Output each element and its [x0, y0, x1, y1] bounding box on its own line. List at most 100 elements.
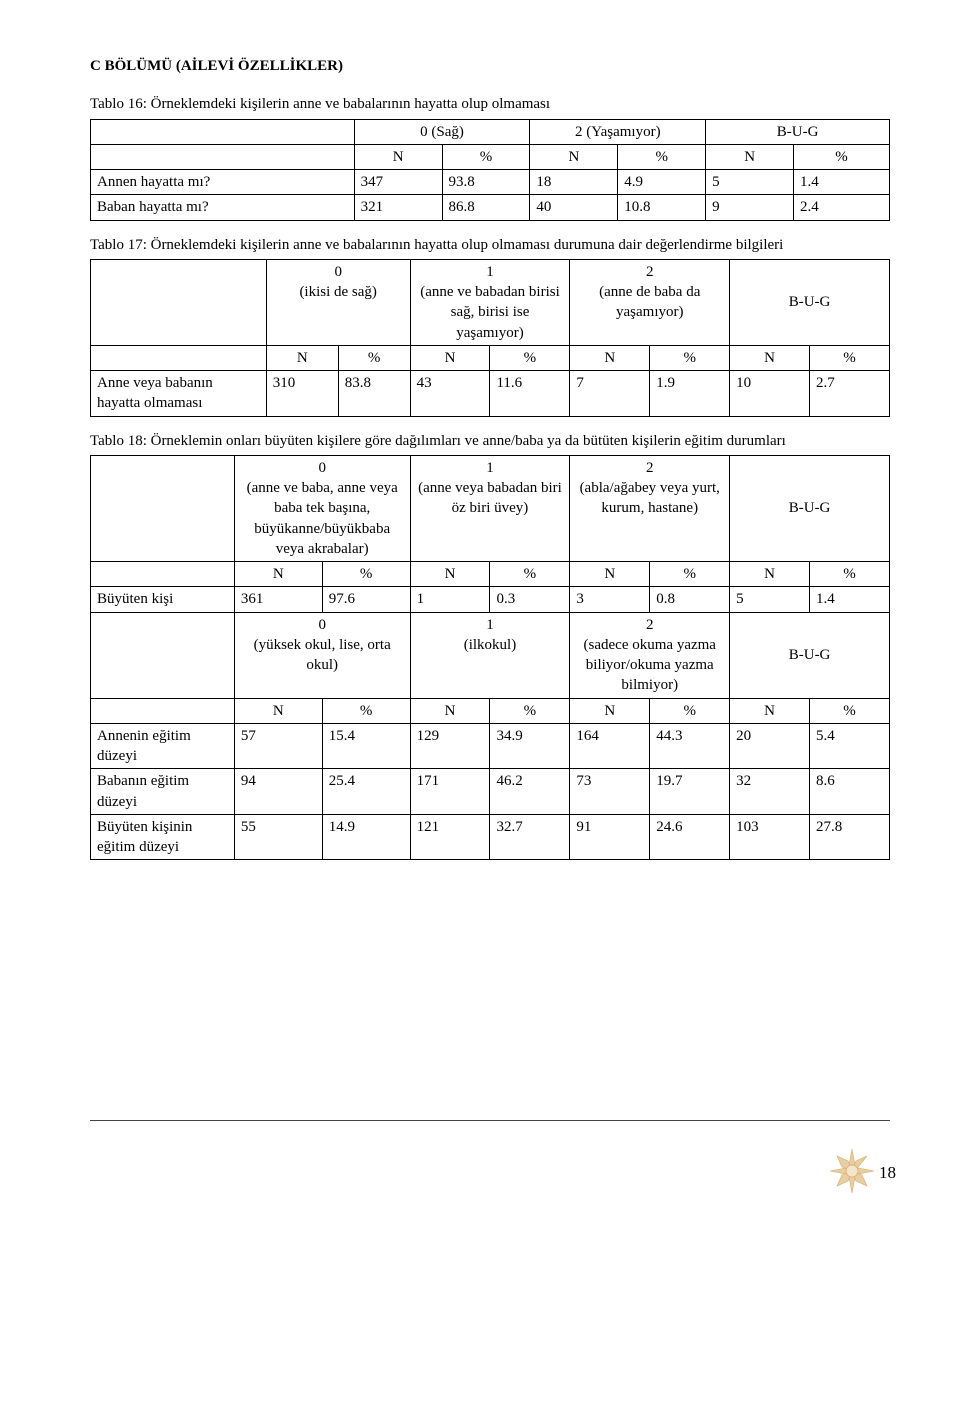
col-subheader: %	[810, 345, 890, 370]
table-row: 0 (ikisi de sağ) 1 (anne ve babadan biri…	[91, 259, 890, 345]
cell: 11.6	[490, 371, 570, 417]
col-subheader: %	[322, 698, 410, 723]
cell: 34.9	[490, 723, 570, 769]
cell: 43	[410, 371, 490, 417]
cell: 5	[730, 587, 810, 612]
col-subheader: %	[650, 698, 730, 723]
col-subheader: %	[442, 144, 530, 169]
table18-caption: Tablo 18: Örneklemin onları büyüten kişi…	[90, 431, 890, 451]
col-subheader: %	[338, 345, 410, 370]
table-row: N % N % N % N %	[91, 345, 890, 370]
cell: 1.4	[794, 170, 890, 195]
cell: 1	[410, 587, 490, 612]
cell: 0.3	[490, 587, 570, 612]
cell: 2.4	[794, 195, 890, 220]
table-row: Anne veya babanın hayatta olmaması 310 8…	[91, 371, 890, 417]
table-row: N % N % N %	[91, 144, 890, 169]
cell: 7	[570, 371, 650, 417]
cell: 32	[730, 769, 810, 815]
col-header: 2 (abla/ağabey veya yurt, kurum, hastane…	[570, 455, 730, 561]
col-header: 2 (sadece okuma yazma biliyor/okuma yazm…	[570, 612, 730, 698]
col-subheader: N	[730, 698, 810, 723]
cell: 171	[410, 769, 490, 815]
table-row: Baban hayatta mı? 321 86.8 40 10.8 9 2.4	[91, 195, 890, 220]
cell: 10.8	[618, 195, 706, 220]
cell: 1.9	[650, 371, 730, 417]
col-header: B-U-G	[730, 455, 890, 561]
section-title: C BÖLÜMÜ (AİLEVİ ÖZELLİKLER)	[90, 56, 890, 76]
col-header: 1 (ilkokul)	[410, 612, 570, 698]
cell: 9	[706, 195, 794, 220]
cell: 91	[570, 814, 650, 860]
cell: 46.2	[490, 769, 570, 815]
row-label: Anne veya babanın hayatta olmaması	[91, 371, 267, 417]
table-row: N % N % N % N %	[91, 698, 890, 723]
cell: 97.6	[322, 587, 410, 612]
col-subheader: N	[530, 144, 618, 169]
cell: 14.9	[322, 814, 410, 860]
col-subheader: %	[490, 345, 570, 370]
cell: 19.7	[650, 769, 730, 815]
col-subheader: N	[410, 345, 490, 370]
col-subheader: %	[650, 345, 730, 370]
row-label: Baban hayatta mı?	[91, 195, 355, 220]
cell: 24.6	[650, 814, 730, 860]
cell: 55	[234, 814, 322, 860]
col-header: 0 (Sağ)	[354, 119, 530, 144]
col-header: 0 (anne ve baba, anne veya baba tek başı…	[234, 455, 410, 561]
col-header: B-U-G	[706, 119, 890, 144]
table-row: 0 (Sağ) 2 (Yaşamıyor) B-U-G	[91, 119, 890, 144]
row-label: Annenin eğitim düzeyi	[91, 723, 235, 769]
cell: 18	[530, 170, 618, 195]
col-subheader: N	[234, 698, 322, 723]
cell: 8.6	[810, 769, 890, 815]
col-header: B-U-G	[730, 612, 890, 698]
table17-caption: Tablo 17: Örneklemdeki kişilerin anne ve…	[90, 235, 890, 255]
col-header: 2 (anne de baba da yaşamıyor)	[570, 259, 730, 345]
table18: 0 (anne ve baba, anne veya baba tek başı…	[90, 455, 890, 861]
cell: 10	[730, 371, 810, 417]
cell: 57	[234, 723, 322, 769]
col-subheader: N	[266, 345, 338, 370]
row-label: Babanın eğitim düzeyi	[91, 769, 235, 815]
cell: 121	[410, 814, 490, 860]
cell: 5.4	[810, 723, 890, 769]
col-subheader: N	[410, 698, 490, 723]
table-row: Büyüten kişinin eğitim düzeyi 55 14.9 12…	[91, 814, 890, 860]
cell: 93.8	[442, 170, 530, 195]
col-subheader: %	[322, 562, 410, 587]
col-header: 0 (ikisi de sağ)	[266, 259, 410, 345]
col-subheader: %	[650, 562, 730, 587]
cell: 32.7	[490, 814, 570, 860]
row-label: Annen hayatta mı?	[91, 170, 355, 195]
col-subheader: N	[234, 562, 322, 587]
cell: 20	[730, 723, 810, 769]
cell: 321	[354, 195, 442, 220]
col-subheader: %	[794, 144, 890, 169]
cell: 2.7	[810, 371, 890, 417]
col-header: 0 (yüksek okul, lise, orta okul)	[234, 612, 410, 698]
cell: 0.8	[650, 587, 730, 612]
cell: 94	[234, 769, 322, 815]
col-subheader: N	[730, 562, 810, 587]
row-label: Büyüten kişi	[91, 587, 235, 612]
cell: 4.9	[618, 170, 706, 195]
col-subheader: N	[410, 562, 490, 587]
table16-caption: Tablo 16: Örneklemdeki kişilerin anne ve…	[90, 94, 890, 114]
star-icon	[828, 1147, 876, 1195]
col-header: B-U-G	[730, 259, 890, 345]
cell: 25.4	[322, 769, 410, 815]
col-subheader: N	[730, 345, 810, 370]
cell: 5	[706, 170, 794, 195]
col-subheader: N	[354, 144, 442, 169]
cell: 310	[266, 371, 338, 417]
col-subheader: %	[810, 698, 890, 723]
table17: 0 (ikisi de sağ) 1 (anne ve babadan biri…	[90, 259, 890, 417]
cell: 129	[410, 723, 490, 769]
page-number: 18	[879, 1162, 896, 1185]
cell: 1.4	[810, 587, 890, 612]
col-header: 1 (anne veya babadan biri öz biri üvey)	[410, 455, 570, 561]
table-row: Babanın eğitim düzeyi 94 25.4 171 46.2 7…	[91, 769, 890, 815]
table-row: Annenin eğitim düzeyi 57 15.4 129 34.9 1…	[91, 723, 890, 769]
table-row: 0 (yüksek okul, lise, orta okul) 1 (ilko…	[91, 612, 890, 698]
